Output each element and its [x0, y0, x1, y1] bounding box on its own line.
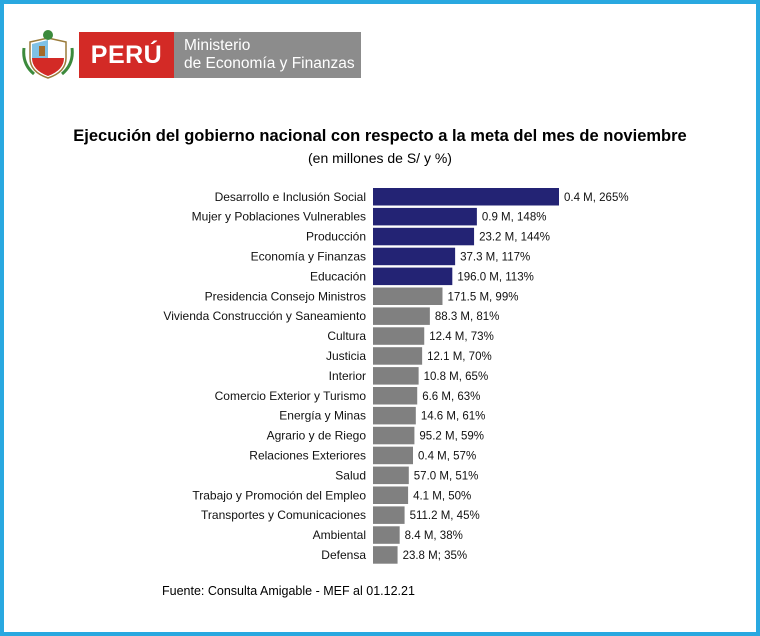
- data-label: 95.2 M, 59%: [419, 431, 484, 443]
- bar: [373, 426, 415, 445]
- category-label: Economía y Finanzas: [251, 249, 366, 263]
- data-label: 12.4 M, 73%: [429, 331, 494, 343]
- bar: [373, 307, 430, 325]
- bar: [373, 227, 475, 246]
- category-label: Presidencia Consejo Ministros: [205, 289, 366, 303]
- bar: [373, 347, 423, 365]
- category-label: Interior: [329, 369, 366, 383]
- category-label: Transportes y Comunicaciones: [201, 508, 366, 522]
- category-label: Producción: [306, 230, 366, 244]
- data-label: 88.3 M, 81%: [435, 311, 500, 323]
- ministry-name: Ministerio de Economía y Finanzas: [174, 32, 361, 78]
- data-label: 57.0 M, 51%: [414, 470, 479, 482]
- bar: [373, 267, 453, 286]
- bar: [373, 287, 443, 305]
- bar: [373, 546, 398, 564]
- country-label: PERÚ: [79, 32, 174, 78]
- data-label: 0.9 M, 148%: [482, 212, 547, 224]
- category-label: Mujer y Poblaciones Vulnerables: [192, 210, 366, 224]
- data-label: 12.1 M, 70%: [427, 351, 492, 363]
- data-label: 10.8 M, 65%: [424, 371, 489, 383]
- data-label: 14.6 M, 61%: [421, 411, 486, 423]
- data-label: 0.4 M, 265%: [564, 192, 629, 204]
- data-label: 171.5 M, 99%: [447, 291, 518, 303]
- category-label: Trabajo y Promoción del Empleo: [192, 488, 366, 502]
- data-label: 196.0 M, 113%: [457, 271, 534, 283]
- category-label: Energía y Minas: [279, 409, 366, 423]
- category-label: Cultura: [327, 329, 366, 343]
- bar: [373, 387, 418, 405]
- category-label: Justicia: [326, 349, 366, 363]
- category-label: Ambiental: [313, 528, 366, 542]
- bar: [373, 446, 414, 465]
- data-label: 8.4 M, 38%: [405, 530, 463, 542]
- data-label: 6.6 M, 63%: [422, 391, 480, 403]
- source-note: Fuente: Consulta Amigable - MEF al 01.12…: [162, 584, 415, 598]
- bar: [373, 188, 559, 206]
- data-label: 4.1 M, 50%: [413, 490, 471, 502]
- data-label: 37.3 M, 117%: [460, 251, 530, 263]
- chart-title: Ejecución del gobierno nacional con resp…: [73, 127, 687, 145]
- category-label: Relaciones Exteriores: [249, 448, 366, 462]
- category-label: Agrario y de Riego: [267, 429, 367, 443]
- bar: [373, 207, 477, 226]
- data-label: 0.4 M, 57%: [418, 450, 476, 462]
- data-label: 23.2 M, 144%: [479, 232, 550, 244]
- bar: [373, 526, 400, 544]
- bar: [373, 327, 425, 345]
- data-label: 511.2 M, 45%: [410, 510, 480, 522]
- category-label: Comercio Exterior y Turismo: [215, 389, 367, 403]
- bar: [373, 466, 409, 485]
- category-label: Educación: [310, 269, 366, 283]
- category-label: Desarrollo e Inclusión Social: [215, 190, 366, 204]
- ministry-logo: PERÚ Ministerio de Economía y Finanzas: [22, 28, 362, 82]
- data-label: 23.8 M; 35%: [403, 550, 468, 562]
- coat-of-arms-icon: [22, 30, 74, 79]
- bar: [373, 367, 419, 385]
- chart-subtitle: (en millones de S/ y %): [308, 150, 452, 166]
- category-label: Salud: [335, 468, 366, 482]
- category-label: Vivienda Construcción y Saneamiento: [163, 309, 366, 323]
- bar: [373, 506, 405, 524]
- bar: [373, 406, 416, 425]
- ministry-name-line1: Ministerio: [184, 37, 251, 54]
- ministry-name-line2: de Economía y Finanzas: [184, 55, 355, 72]
- bar: [373, 247, 456, 266]
- bar: [373, 486, 409, 504]
- category-label: Defensa: [321, 548, 366, 562]
